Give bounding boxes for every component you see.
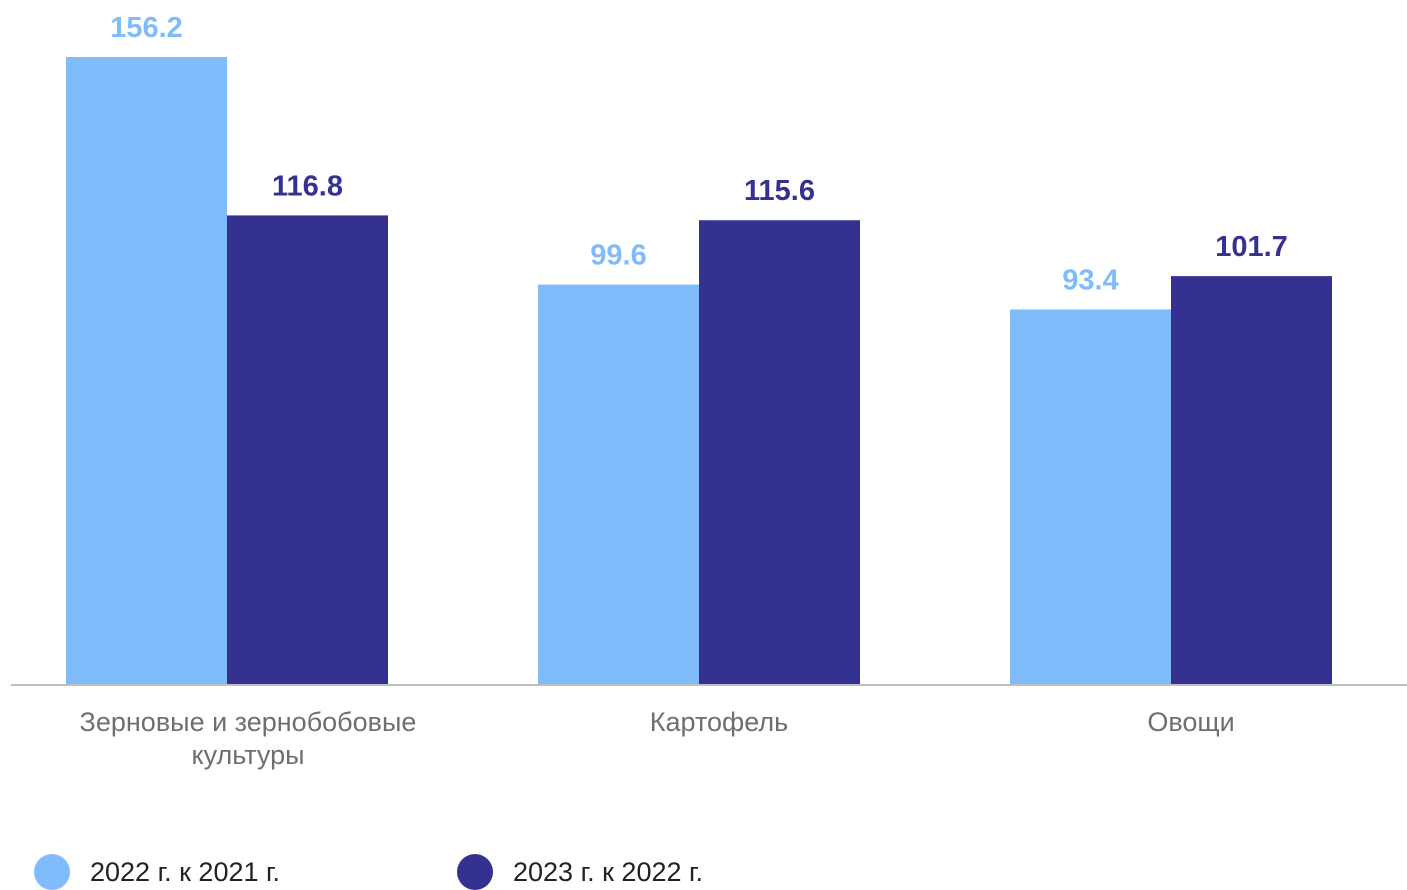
bar-series2-cat3 (1171, 276, 1332, 685)
category-label-1-line2: культуры (191, 740, 304, 770)
bar-series2-cat1 (227, 215, 388, 685)
category-label-1-line1: Зерновые и зернобобовые (80, 707, 417, 737)
bar-chart: 156.2 99.6 93.4 116.8 115.6 101.7 Зерновые и з… (11, 12, 1407, 770)
value-label-series1-cat1: 156.2 (110, 12, 183, 44)
legend-label-2022: 2022 г. к 2021 г. (90, 856, 281, 887)
category-label-2: Картофель (650, 707, 788, 737)
value-label-series2-cat2: 115.6 (744, 175, 815, 207)
value-label-series1-cat3: 93.4 (1062, 264, 1118, 296)
value-label-series1-cat2: 99.6 (590, 240, 646, 272)
legend-item-2023: 2023 г. к 2022 г. (457, 851, 704, 890)
value-label-series2-cat1: 116.8 (272, 170, 343, 202)
bar-series1-cat3 (1010, 309, 1171, 685)
legend-label-2023: 2023 г. к 2022 г. (513, 856, 704, 887)
legend-swatch-2023 (457, 854, 493, 890)
category-label-3: Овощи (1147, 707, 1234, 737)
legend: 2022 г. к 2021 г. 2023 г. к 2022 г. (34, 851, 1034, 890)
bar-series2-cat2 (699, 220, 860, 685)
bar-series1-cat2 (538, 284, 699, 685)
legend-swatch-2022 (34, 854, 70, 890)
value-label-series2-cat3: 101.7 (1215, 231, 1288, 263)
bar-series1-cat1 (66, 57, 227, 685)
legend-item-2022: 2022 г. к 2021 г. (34, 851, 281, 890)
